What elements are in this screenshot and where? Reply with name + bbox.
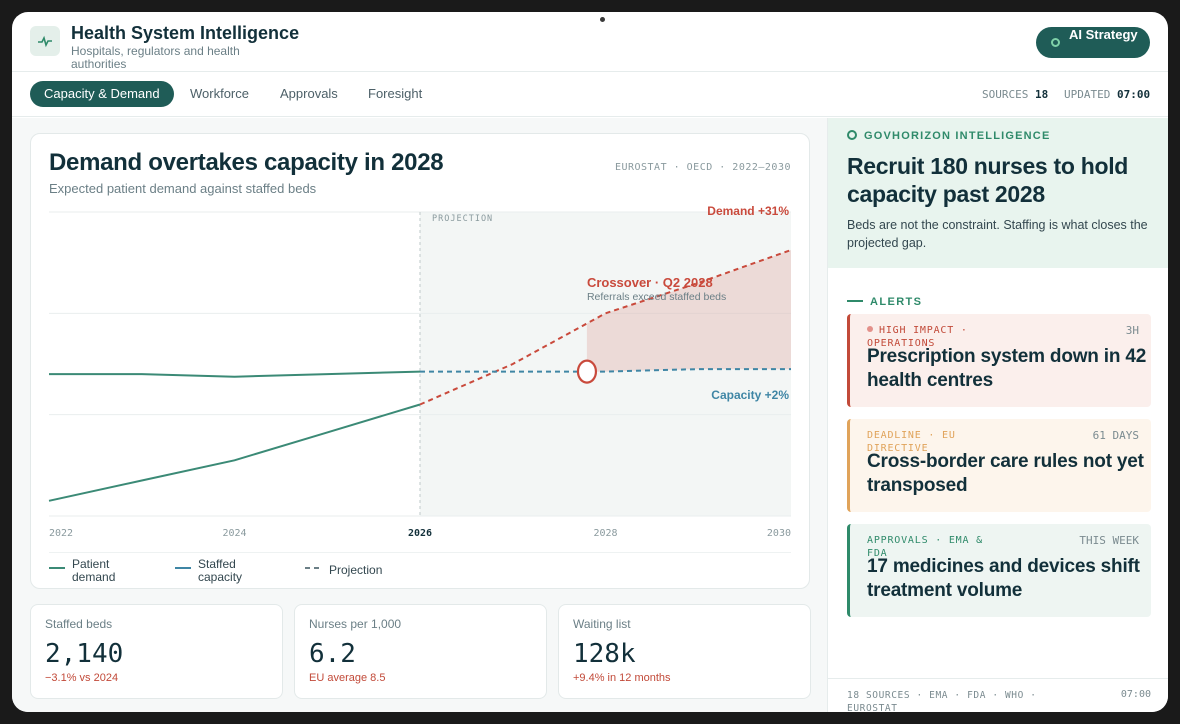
x-tick-label: 2024 bbox=[222, 528, 246, 539]
ai-strategy-button[interactable]: AI Strategy bbox=[1036, 27, 1150, 58]
legend-patient-demand: Patient demand bbox=[49, 557, 139, 584]
pulse-icon bbox=[30, 26, 60, 56]
kpi-label: Nurses per 1,000 bbox=[309, 617, 402, 631]
alert-title: Cross-border care rules not yet transpos… bbox=[867, 451, 1144, 496]
alert-card[interactable]: HIGH IMPACT · OPERATIONS 3H Prescription… bbox=[847, 314, 1151, 407]
crossover-marker bbox=[576, 359, 598, 384]
x-axis-ticks: 2022 2024 2026 2028 2030 bbox=[49, 528, 791, 539]
recommendation-body: Beds are not the constraint. Staffing is… bbox=[847, 218, 1148, 250]
alerts-heading: ALERTS bbox=[847, 296, 922, 308]
sources-count: 18 bbox=[1034, 88, 1049, 101]
alert-category: HIGH IMPACT · OPERATIONS bbox=[867, 324, 1007, 350]
kpi-note: +9.4% in 12 months bbox=[573, 672, 671, 684]
demand-projection-line bbox=[419, 249, 792, 406]
alert-dot bbox=[867, 326, 873, 332]
kpi-value: 6.2 bbox=[309, 639, 356, 669]
line-chart: PROJECTION 2022 2024 2026 2028 2030 Demand +… bbox=[48, 204, 792, 539]
gap-area bbox=[586, 250, 791, 372]
footer-time: 07:00 bbox=[1120, 689, 1151, 700]
demand-label: Demand +31% bbox=[707, 204, 789, 218]
demand-history-line bbox=[48, 403, 421, 502]
alert-time: THIS WEEK bbox=[1079, 534, 1139, 547]
target-icon bbox=[847, 130, 857, 140]
capacity-label: Capacity +2% bbox=[711, 388, 789, 402]
app-subtitle: Hospitals, regulators and health authori… bbox=[71, 44, 240, 71]
sources-meta: SOURCES 18 bbox=[982, 88, 1048, 101]
x-tick-label: 2022 bbox=[49, 528, 73, 539]
kpi-staffed-beds: Staffed beds 2,140 −3.1% vs 2024 bbox=[30, 604, 283, 699]
legend-swatch bbox=[49, 567, 65, 569]
kpi-value: 2,140 bbox=[45, 639, 124, 669]
legend-staffed-capacity: Staffed capacity bbox=[175, 557, 265, 584]
alert-title: 17 medicines and devices shift treatment… bbox=[867, 556, 1140, 601]
legend-swatch bbox=[305, 567, 321, 569]
app-header: Health System Intelligence Hospitals, re… bbox=[12, 12, 1168, 72]
legend-label: Staffed capacity bbox=[198, 557, 243, 584]
heading-rule bbox=[847, 300, 863, 302]
updated-meta: UPDATED 07:00 bbox=[1064, 88, 1150, 101]
ai-strategy-label: AI Strategy bbox=[1069, 27, 1138, 42]
alert-card[interactable]: APPROVALS · EMA & FDA THIS WEEK 17 medic… bbox=[847, 524, 1151, 617]
panel-footer: 18 SOURCES · EMA · FDA · WHO · EUROSTAT … bbox=[828, 678, 1168, 712]
kpi-label: Waiting list bbox=[573, 617, 631, 631]
alert-time: 3H bbox=[1125, 324, 1139, 337]
tab-approvals[interactable]: Approvals bbox=[280, 86, 338, 101]
app-title: Health System Intelligence bbox=[71, 23, 300, 43]
alert-time: 61 DAYS bbox=[1092, 429, 1139, 442]
x-tick-label: 2030 bbox=[767, 528, 791, 539]
kpi-waiting-list: Waiting list 128k +9.4% in 12 months bbox=[558, 604, 811, 699]
camera-dot bbox=[600, 17, 605, 22]
kpi-note: EU average 8.5 bbox=[309, 672, 386, 684]
crossover-subtitle: Referrals exceed staffed beds bbox=[587, 291, 726, 303]
legend-label: Patient demand bbox=[72, 557, 116, 584]
tab-foresight[interactable]: Foresight bbox=[368, 86, 423, 101]
alerts-heading-label: ALERTS bbox=[870, 296, 923, 308]
chart-legend: Patient demand Staffed capacity Projecti… bbox=[49, 552, 791, 584]
intel-tag: GOVHORIZON INTELLIGENCE bbox=[847, 130, 1051, 142]
recommendation-title: Recruit 180 nurses to hold capacity past… bbox=[847, 153, 1129, 207]
tab-bar: Capacity & Demand Workforce Approvals Fo… bbox=[12, 73, 1168, 117]
crossover-title: Crossover · Q2 2028 bbox=[587, 275, 713, 290]
legend-projection: Projection bbox=[305, 557, 405, 577]
legend-label: Projection bbox=[329, 563, 383, 577]
intelligence-panel: GOVHORIZON INTELLIGENCE Recruit 180 nurs… bbox=[827, 118, 1168, 712]
main-content: Demand overtakes capacity in 2028 Expect… bbox=[12, 118, 827, 712]
kpi-label: Staffed beds bbox=[45, 617, 113, 631]
footer-sources: 18 SOURCES · EMA · FDA · WHO · EUROSTAT bbox=[847, 690, 1037, 712]
recommendation-card: GOVHORIZON INTELLIGENCE Recruit 180 nurs… bbox=[828, 118, 1168, 268]
intel-tag-label: GOVHORIZON INTELLIGENCE bbox=[864, 130, 1051, 142]
chart-title: Demand overtakes capacity in 2028 bbox=[49, 149, 444, 176]
chart-subtitle: Expected patient demand against staffed … bbox=[49, 181, 317, 196]
alert-card[interactable]: DEADLINE · EU DIRECTIVE 61 DAYS Cross-bo… bbox=[847, 419, 1151, 512]
sources-label: SOURCES bbox=[982, 88, 1029, 101]
kpi-value: 128k bbox=[573, 639, 636, 669]
x-tick-label: 2028 bbox=[593, 528, 617, 539]
legend-swatch bbox=[175, 567, 191, 569]
updated-time: 07:00 bbox=[1116, 88, 1151, 101]
tablet-frame: Health System Intelligence Hospitals, re… bbox=[12, 12, 1168, 712]
capacity-history-line bbox=[49, 370, 421, 378]
alert-title: Prescription system down in 42 health ce… bbox=[867, 346, 1147, 391]
kpi-note: −3.1% vs 2024 bbox=[45, 672, 119, 684]
kpi-nurses: Nurses per 1,000 6.2 EU average 8.5 bbox=[294, 604, 547, 699]
target-icon bbox=[1051, 38, 1060, 47]
tab-capacity-demand[interactable]: Capacity & Demand bbox=[30, 81, 174, 107]
capacity-projection-line bbox=[420, 368, 791, 373]
alert-category: DEADLINE · EU DIRECTIVE bbox=[867, 430, 956, 454]
updated-label: UPDATED bbox=[1064, 88, 1111, 101]
chart-card: Demand overtakes capacity in 2028 Expect… bbox=[30, 133, 810, 589]
projection-region bbox=[420, 212, 791, 516]
series-layer bbox=[48, 249, 792, 502]
x-tick-label: 2026 bbox=[408, 528, 432, 539]
projection-label: PROJECTION bbox=[432, 214, 493, 224]
chart-source: EUROSTAT · OECD · 2022–2030 bbox=[614, 162, 791, 173]
alert-category: APPROVALS · EMA & FDA bbox=[867, 535, 983, 559]
tab-workforce[interactable]: Workforce bbox=[190, 86, 249, 101]
alert-category-label: HIGH IMPACT · OPERATIONS bbox=[867, 325, 968, 349]
